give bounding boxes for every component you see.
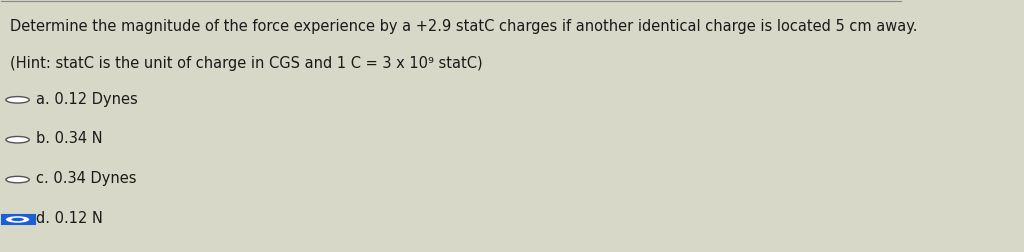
Text: (Hint: statC is the unit of charge in CGS and 1 C = 3 x 10⁹ statC): (Hint: statC is the unit of charge in CG… — [10, 56, 483, 71]
Circle shape — [11, 218, 24, 221]
Text: d. 0.12 N: d. 0.12 N — [36, 211, 102, 226]
Text: c. 0.34 Dynes: c. 0.34 Dynes — [36, 171, 136, 186]
Text: a. 0.12 Dynes: a. 0.12 Dynes — [36, 91, 137, 107]
Circle shape — [6, 137, 30, 143]
Text: Determine the magnitude of the force experience by a +2.9 statC charges if anoth: Determine the magnitude of the force exp… — [10, 19, 918, 34]
Circle shape — [6, 176, 30, 183]
Text: b. 0.34 N: b. 0.34 N — [36, 132, 102, 146]
Circle shape — [6, 216, 30, 223]
Circle shape — [6, 97, 30, 103]
FancyBboxPatch shape — [0, 215, 35, 224]
